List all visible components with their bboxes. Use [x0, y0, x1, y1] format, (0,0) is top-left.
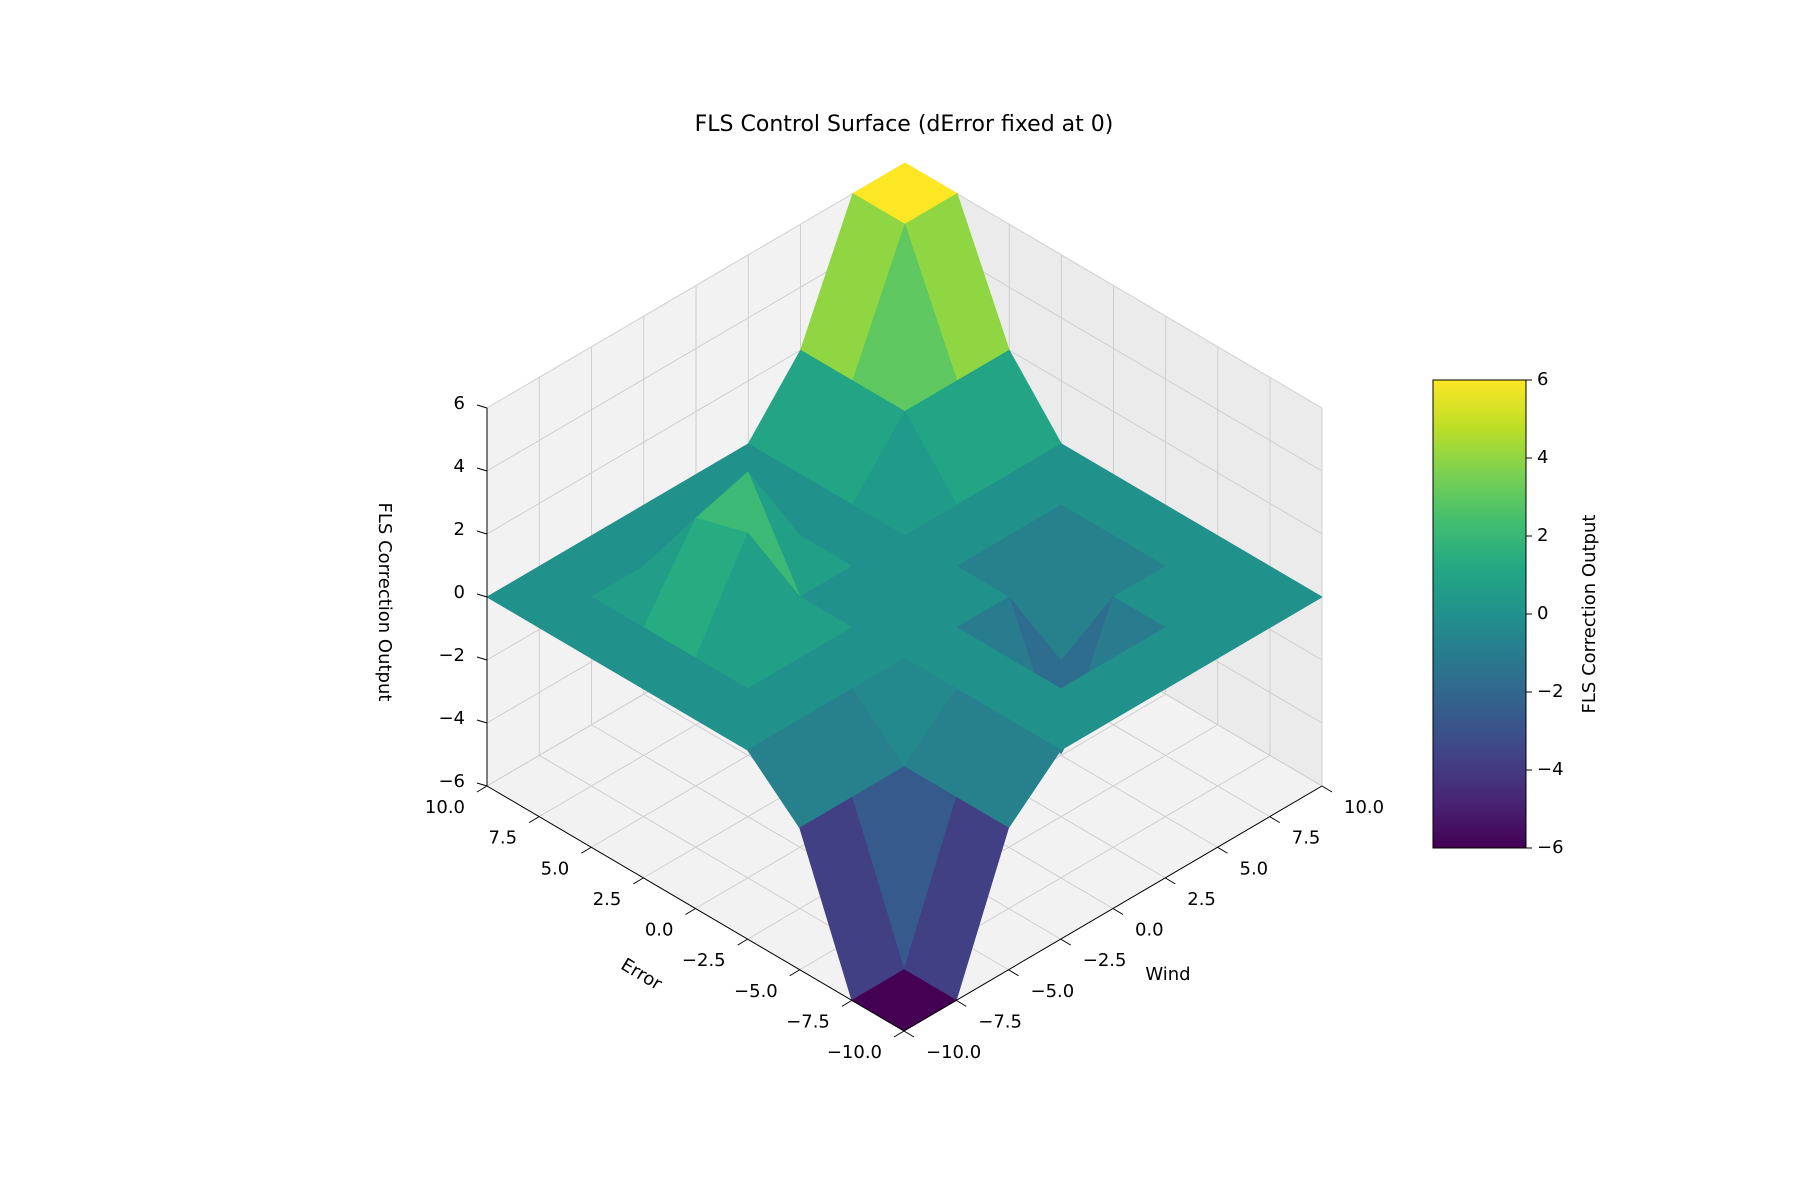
- z-tick: [476, 656, 488, 661]
- x-tick: [476, 785, 488, 793]
- x-tick-label: −5.0: [734, 981, 778, 1002]
- colorbar-tick-label: −4: [1537, 759, 1564, 780]
- x-tick-label: −7.5: [786, 1011, 830, 1032]
- y-tick: [903, 1030, 915, 1038]
- x-tick-label: 5.0: [541, 858, 570, 879]
- x-tick-label: −2.5: [682, 950, 726, 971]
- y-tick: [1060, 938, 1072, 946]
- x-tick: [893, 1030, 905, 1038]
- y-tick: [955, 999, 967, 1007]
- chart-title: FLS Control Surface (dError fixed at 0): [695, 112, 1114, 137]
- z-tick-label: 0: [454, 582, 465, 603]
- y-tick: [1112, 908, 1124, 915]
- y-tick-label: 2.5: [1187, 889, 1216, 910]
- x-tick-label: 2.5: [593, 889, 622, 910]
- z-tick: [476, 593, 488, 598]
- z-tick: [476, 404, 488, 409]
- grid-line: [904, 162, 1323, 409]
- colorbar-tick-label: 2: [1537, 525, 1548, 546]
- z-axis-label: FLS Correction Output: [374, 503, 395, 702]
- x-tick: [789, 969, 801, 977]
- colorbar: [1432, 379, 1527, 849]
- x-tick: [528, 816, 540, 824]
- colorbar-tick-label: 4: [1537, 447, 1548, 468]
- y-tick-label: −2.5: [1083, 950, 1127, 971]
- colorbar-tick-label: 0: [1537, 603, 1548, 624]
- y-tick-label: 10.0: [1344, 797, 1384, 818]
- x-tick: [841, 999, 853, 1007]
- x-tick: [685, 908, 696, 915]
- y-tick-label: 0.0: [1135, 920, 1164, 941]
- x-tick-label: −10.0: [827, 1042, 882, 1063]
- z-tick-label: 6: [454, 393, 465, 414]
- z-tick: [476, 467, 488, 472]
- colorbar-tick-label: 6: [1537, 369, 1548, 390]
- y-tick-label: −7.5: [978, 1011, 1022, 1032]
- colorbar-label: FLS Correction Output: [1579, 515, 1600, 714]
- x-tick-label: 7.5: [488, 828, 517, 849]
- colorbar-tick-label: −6: [1537, 837, 1564, 858]
- y-tick-label: −10.0: [926, 1042, 981, 1063]
- z-tick-label: −4: [438, 708, 465, 729]
- x-tick: [580, 846, 592, 854]
- x-tick-label: 10.0: [425, 797, 465, 818]
- y-tick-label: 5.0: [1240, 858, 1269, 879]
- x-tick-label: 0.0: [645, 920, 674, 941]
- z-tick: [476, 530, 488, 535]
- y-tick: [1321, 785, 1333, 793]
- z-tick: [476, 782, 488, 787]
- y-tick: [1217, 846, 1228, 854]
- y-tick: [1164, 877, 1176, 885]
- y-tick-label: −5.0: [1031, 981, 1075, 1002]
- x-tick: [633, 877, 644, 885]
- z-tick-label: 2: [454, 519, 465, 540]
- y-tick-label: 7.5: [1292, 828, 1321, 849]
- z-tick-label: −6: [438, 771, 465, 792]
- y-tick: [1008, 969, 1019, 977]
- grid-line: [486, 162, 906, 409]
- y-axis-label: Wind: [1145, 964, 1190, 985]
- z-tick: [476, 719, 488, 724]
- colorbar-tick-label: −2: [1537, 681, 1564, 702]
- x-tick: [737, 938, 748, 946]
- z-tick-label: −2: [438, 645, 465, 666]
- x-axis-label: Error: [617, 954, 666, 995]
- z-tick-label: 4: [454, 456, 465, 477]
- y-tick: [1269, 816, 1281, 824]
